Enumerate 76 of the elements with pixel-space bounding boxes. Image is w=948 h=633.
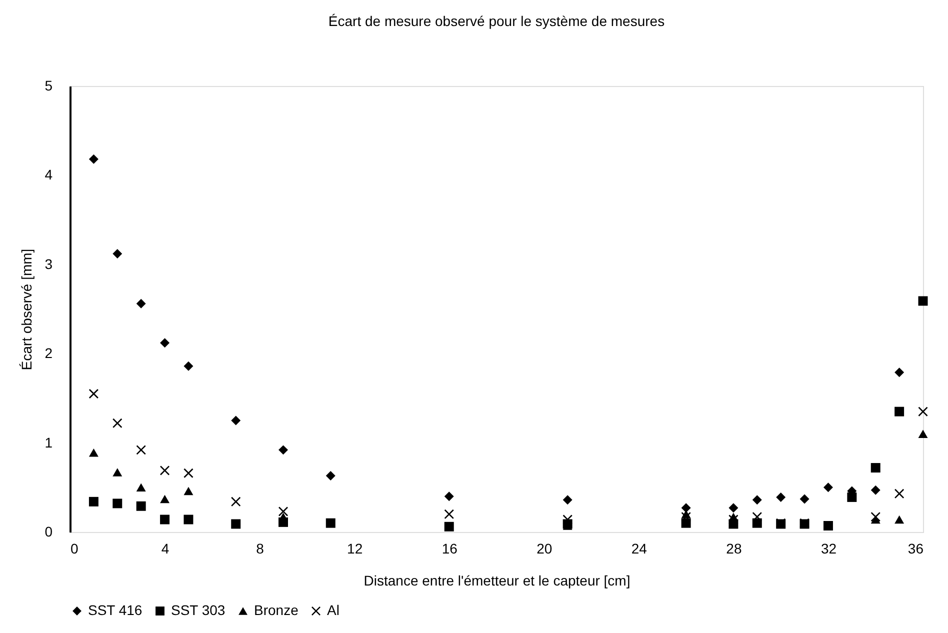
legend-label: Bronze [254, 602, 299, 618]
point [136, 501, 146, 511]
x-tick-label: 12 [347, 540, 363, 556]
chart-title: Écart de mesure observé pour le système de mesures [328, 13, 665, 29]
point [823, 482, 833, 492]
x-tick-label: 24 [631, 540, 648, 556]
point [444, 522, 454, 532]
point [184, 361, 194, 371]
point [918, 430, 928, 438]
y-axis-title: Écart observé [mm] [18, 248, 35, 370]
point [231, 416, 241, 426]
point [823, 521, 833, 530]
point [88, 448, 98, 457]
point [894, 488, 904, 498]
point [894, 368, 904, 378]
y-tick-label: 0 [44, 524, 53, 540]
point [184, 486, 194, 496]
x-tick-label: 4 [161, 540, 170, 556]
point [136, 483, 146, 492]
point [444, 509, 454, 519]
point [681, 512, 691, 522]
point [870, 512, 880, 522]
point [776, 492, 786, 502]
point [160, 514, 170, 524]
point [112, 498, 122, 508]
point [870, 485, 880, 495]
point [752, 495, 762, 505]
point [728, 514, 738, 524]
point [444, 492, 454, 502]
point [326, 471, 336, 481]
legend-label: SST 303 [171, 602, 226, 618]
point [562, 514, 572, 524]
point [894, 515, 904, 524]
point [752, 512, 762, 522]
point [847, 492, 857, 502]
x-tick-label: 16 [442, 540, 458, 556]
point [870, 463, 880, 473]
point [88, 388, 98, 398]
point [184, 514, 194, 524]
point [326, 518, 336, 528]
point [112, 468, 122, 476]
x-tick-label: 0 [70, 540, 78, 556]
point [112, 248, 122, 258]
point [231, 519, 241, 529]
point [918, 296, 928, 306]
y-tick-label: 5 [44, 78, 53, 94]
y-tick-label: 3 [44, 256, 53, 272]
legend-label: SST 416 [88, 602, 142, 618]
x-tick-label: 32 [820, 540, 837, 556]
x-tick-label: 20 [536, 540, 552, 556]
point [728, 503, 738, 513]
x-axis-title: Distance entre l'émetteur et le capteur [cm] [364, 572, 630, 588]
x-tick-label: 36 [908, 540, 924, 556]
point [112, 418, 122, 428]
point [160, 338, 170, 348]
point [88, 154, 98, 164]
point [136, 445, 146, 455]
point [894, 406, 904, 416]
x-tick-label: 28 [726, 540, 742, 556]
y-tick-label: 1 [44, 434, 53, 450]
point [160, 494, 170, 504]
point [136, 298, 146, 308]
y-tick-label: 4 [44, 166, 53, 183]
point [88, 496, 98, 506]
x-tick-label: 8 [256, 540, 264, 556]
point [918, 406, 928, 416]
y-tick-label: 2 [44, 345, 53, 362]
point [681, 503, 691, 513]
point [184, 468, 194, 478]
point [278, 506, 288, 516]
point [231, 496, 241, 506]
point [800, 494, 810, 504]
point [562, 495, 572, 505]
point [278, 445, 288, 455]
legend-label: Al [327, 602, 340, 618]
point [160, 466, 170, 476]
